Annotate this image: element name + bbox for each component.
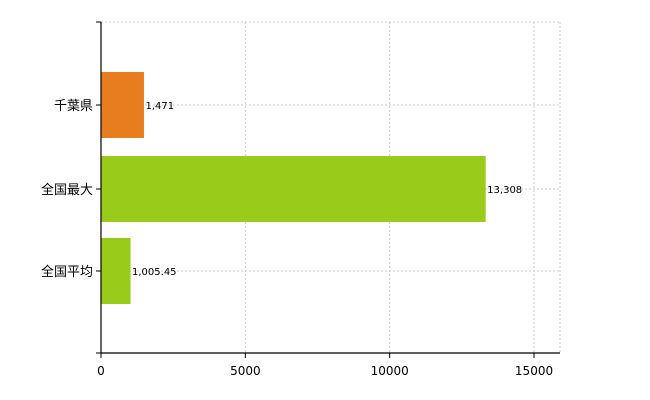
category-label: 全国最大: [41, 182, 93, 198]
axes: [96, 21, 560, 358]
x-tick-label: 10000: [371, 364, 409, 378]
bar: [101, 156, 486, 222]
data-label: 13,308: [487, 185, 522, 196]
x-tick-label: 0: [97, 364, 105, 378]
x-tick-label: 15000: [515, 364, 553, 378]
bar: [101, 238, 131, 304]
data-label: 1,005.45: [132, 267, 177, 278]
category-label: 千葉県: [54, 99, 93, 114]
data-label: 1,471: [145, 101, 174, 112]
bars: [101, 72, 486, 304]
category-label: 全国平均: [41, 264, 93, 280]
x-tick-label: 5000: [230, 364, 261, 378]
bar: [101, 72, 144, 138]
